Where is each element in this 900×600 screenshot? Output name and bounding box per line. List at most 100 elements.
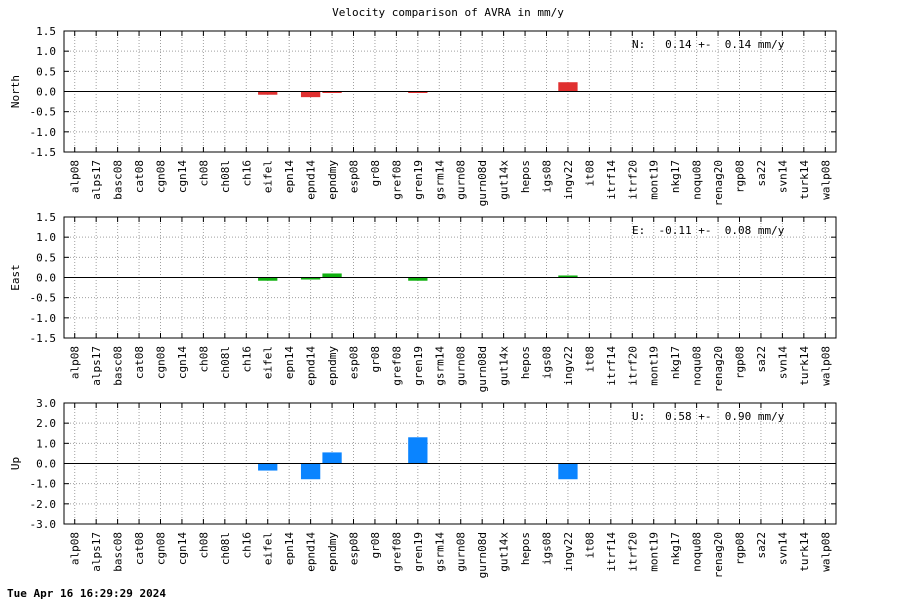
bar-epnd14 bbox=[300, 463, 321, 480]
x-tick-label: ch08 bbox=[197, 532, 210, 559]
x-tick-label: basc08 bbox=[112, 532, 125, 572]
x-tick-label: cat08 bbox=[133, 346, 146, 379]
y-tick-label: 0.5 bbox=[36, 65, 56, 78]
x-tick-label: epnd14 bbox=[305, 346, 318, 386]
x-tick-label: ingv22 bbox=[562, 532, 575, 572]
x-tick-label: alps17 bbox=[90, 346, 103, 386]
x-tick-label: eifel bbox=[262, 532, 275, 565]
chart-title: Velocity comparison of AVRA in mm/y bbox=[332, 6, 564, 19]
x-tick-label: mont19 bbox=[648, 160, 661, 200]
x-tick-label: epnd14 bbox=[305, 532, 318, 572]
x-tick-label: hepos bbox=[519, 160, 532, 193]
x-tick-label: igs08 bbox=[541, 346, 554, 379]
bar-gren19 bbox=[408, 277, 428, 281]
bar-epnd14 bbox=[300, 91, 321, 98]
x-tick-label: gref08 bbox=[390, 160, 403, 200]
x-tick-label: ch16 bbox=[240, 160, 253, 187]
x-tick-label: gren19 bbox=[412, 532, 425, 572]
x-tick-label: turk14 bbox=[798, 346, 811, 386]
y-tick-label: -1.0 bbox=[30, 312, 57, 325]
x-tick-label: walp08 bbox=[819, 532, 832, 572]
bar-eifel bbox=[258, 463, 278, 471]
x-tick-label: basc08 bbox=[112, 346, 125, 386]
x-tick-label: mont19 bbox=[648, 532, 661, 572]
x-tick-label: nkg17 bbox=[669, 346, 682, 379]
x-tick-label: epndmy bbox=[326, 160, 339, 200]
x-tick-label: gut14x bbox=[498, 160, 511, 200]
y-tick-label: 1.5 bbox=[36, 211, 56, 224]
x-tick-label: nkg17 bbox=[669, 160, 682, 193]
x-tick-label: sa22 bbox=[755, 160, 768, 187]
y-tick-label: 3.0 bbox=[36, 397, 56, 410]
y-tick-label: -0.5 bbox=[30, 292, 57, 305]
y-tick-label: -1.0 bbox=[30, 478, 57, 491]
x-tick-label: it08 bbox=[583, 160, 596, 187]
stat-annotation: N: 0.14 +- 0.14 mm/y bbox=[632, 38, 785, 51]
y-tick-label: -1.5 bbox=[30, 332, 57, 345]
x-tick-label: svn14 bbox=[776, 160, 789, 193]
x-tick-label: hepos bbox=[519, 346, 532, 379]
x-tick-label: ingv22 bbox=[562, 346, 575, 386]
stat-annotation: U: 0.58 +- 0.90 mm/y bbox=[632, 410, 785, 423]
y-tick-label: -0.5 bbox=[30, 106, 57, 119]
x-tick-label: epn14 bbox=[283, 160, 296, 193]
x-tick-label: it08 bbox=[583, 346, 596, 373]
x-tick-label: renag20 bbox=[712, 346, 725, 392]
x-tick-label: cgn08 bbox=[155, 346, 168, 379]
x-tick-label: gut14x bbox=[498, 346, 511, 386]
y-tick-label: -2.0 bbox=[30, 498, 57, 511]
bar-eifel bbox=[258, 91, 278, 95]
x-tick-label: rgp08 bbox=[734, 532, 747, 565]
x-tick-label: eifel bbox=[262, 346, 275, 379]
x-tick-label: basc08 bbox=[112, 160, 125, 200]
x-tick-label: epn14 bbox=[283, 532, 296, 565]
x-tick-label: renag20 bbox=[712, 532, 725, 578]
x-tick-label: sa22 bbox=[755, 532, 768, 559]
x-tick-label: esp08 bbox=[348, 160, 361, 193]
y-tick-label: 0.0 bbox=[36, 272, 56, 285]
x-tick-label: esp08 bbox=[348, 532, 361, 565]
x-tick-label: igs08 bbox=[541, 160, 554, 193]
x-tick-label: sa22 bbox=[755, 346, 768, 373]
y-axis-label: Up bbox=[9, 457, 22, 470]
y-tick-label: 1.0 bbox=[36, 231, 56, 244]
x-tick-label: itrf14 bbox=[605, 532, 618, 572]
x-tick-label: alp08 bbox=[69, 346, 82, 379]
y-tick-label: 2.0 bbox=[36, 417, 56, 430]
bar-epndmy bbox=[322, 273, 342, 278]
stat-annotation: E: -0.11 +- 0.08 mm/y bbox=[632, 224, 785, 237]
x-tick-label: gsrm14 bbox=[433, 532, 446, 572]
x-tick-label: epndmy bbox=[326, 532, 339, 572]
x-tick-label: alps17 bbox=[90, 532, 103, 572]
x-tick-label: cgn14 bbox=[176, 160, 189, 193]
x-tick-label: rgp08 bbox=[734, 160, 747, 193]
x-tick-label: walp08 bbox=[819, 160, 832, 200]
x-tick-label: hepos bbox=[519, 532, 532, 565]
x-tick-label: gsrm14 bbox=[433, 160, 446, 200]
bar-epndmy bbox=[322, 91, 342, 93]
y-tick-label: 1.5 bbox=[36, 25, 56, 38]
x-tick-label: noqu08 bbox=[691, 532, 704, 572]
y-tick-label: 0.5 bbox=[36, 251, 56, 264]
y-tick-label: -1.0 bbox=[30, 126, 57, 139]
bar-ingv22 bbox=[558, 275, 578, 278]
x-tick-label: epn14 bbox=[283, 346, 296, 379]
bar-ingv22 bbox=[558, 82, 578, 92]
x-tick-label: eifel bbox=[262, 160, 275, 193]
panel-north: -1.5 -1.0 -0.5 0.0 0.5 1.0 1.5 alp08 alps17 basc0… bbox=[9, 25, 837, 206]
x-tick-label: ingv22 bbox=[562, 160, 575, 200]
x-tick-label: it08 bbox=[583, 532, 596, 559]
x-tick-label: igs08 bbox=[541, 532, 554, 565]
y-axis-label: North bbox=[9, 75, 22, 108]
x-tick-label: cgn08 bbox=[155, 160, 168, 193]
x-tick-label: gurn08 bbox=[455, 160, 468, 200]
x-tick-label: ch08l bbox=[219, 160, 232, 193]
x-tick-label: svn14 bbox=[776, 346, 789, 379]
x-tick-label: turk14 bbox=[798, 532, 811, 572]
x-tick-label: renag20 bbox=[712, 160, 725, 206]
x-tick-label: gurn08 bbox=[455, 532, 468, 572]
x-tick-label: alps17 bbox=[90, 160, 103, 200]
x-tick-label: turk14 bbox=[798, 160, 811, 200]
x-tick-label: noqu08 bbox=[691, 346, 704, 386]
